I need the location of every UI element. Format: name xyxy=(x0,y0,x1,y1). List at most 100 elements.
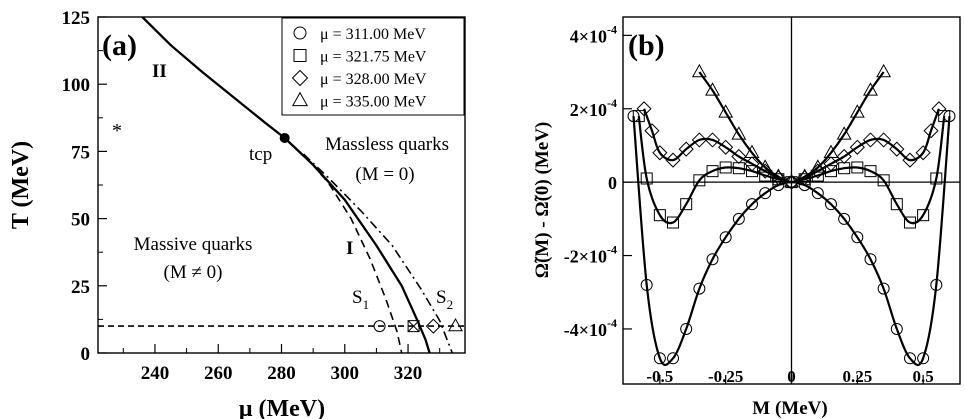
s2-label: S2 xyxy=(436,287,453,312)
data-marker-diamond xyxy=(644,123,660,139)
data-marker-circle xyxy=(693,282,706,295)
curve-ii xyxy=(141,17,286,139)
marker-triangle xyxy=(448,317,463,332)
data-marker-square xyxy=(890,198,903,211)
x-tick-label: -0.5 xyxy=(646,367,673,386)
data-marker-diamond xyxy=(744,156,760,172)
curve-s1 xyxy=(302,153,403,353)
data-marker-diamond xyxy=(797,170,813,186)
data-marker-square xyxy=(851,161,864,174)
data-marker-square xyxy=(811,169,824,182)
data-marker-circle xyxy=(640,278,653,291)
panel-b-x-axis-label: M (MeV) xyxy=(752,398,827,419)
y-tick-label: 0 xyxy=(608,173,617,193)
data-marker-triangle xyxy=(784,173,799,188)
data-marker-triangle xyxy=(731,126,747,140)
data-marker-triangle xyxy=(770,168,786,182)
marker-square xyxy=(407,320,420,333)
legend-circle-icon xyxy=(293,26,307,40)
curve-i xyxy=(283,137,431,353)
data-marker-diamond xyxy=(783,174,800,190)
data-marker-circle xyxy=(667,352,680,365)
data-marker-diamond xyxy=(665,152,681,168)
data-marker-circle xyxy=(851,231,864,244)
x-tick-label: 0 xyxy=(787,367,796,386)
y-tick-label: -2×10-4 xyxy=(564,243,617,267)
data-marker-square xyxy=(746,165,759,178)
omega-curve-triangle xyxy=(698,71,885,184)
branch-ii-label: II xyxy=(152,61,167,82)
legend-label: μ = 335.00 MeV xyxy=(320,94,427,111)
data-marker-diamond xyxy=(704,132,721,148)
x-tick-label: 240 xyxy=(141,363,170,384)
data-marker-circle xyxy=(719,231,732,244)
data-marker-triangle xyxy=(718,104,734,118)
panel-a-x-axis-label: μ (MeV) xyxy=(239,396,325,419)
y-tick-label: 4×10-4 xyxy=(570,22,617,46)
panel-b-zero-axes xyxy=(623,17,960,384)
y-tick-label: 25 xyxy=(71,277,90,298)
data-marker-circle xyxy=(680,322,693,335)
data-marker-diamond xyxy=(731,148,747,165)
data-marker-diamond xyxy=(823,156,839,172)
data-marker-square xyxy=(903,216,916,229)
data-marker-triangle xyxy=(836,126,852,140)
data-marker-circle xyxy=(746,198,759,211)
panel-b-markers xyxy=(627,63,956,365)
massless-phase-label: Massless quarks xyxy=(325,134,449,155)
legend-label: μ = 321.75 MeV xyxy=(320,49,427,66)
panel-a: 240 260 280 300 320 0 25 50 75 100 125 μ = 311.00 … xyxy=(8,8,466,419)
panel-b-tick-labels: -0.5 -0.25 0 0.25 0.5 -4×10-4 -2×10-4 0 2×10-4 4×… xyxy=(564,22,934,386)
panel-a-label: (a) xyxy=(102,29,137,62)
data-marker-circle xyxy=(890,322,903,335)
legend-triangle-icon xyxy=(291,91,309,107)
data-marker-diamond xyxy=(836,148,852,165)
data-marker-diamond xyxy=(691,132,707,148)
panel-b-label: (b) xyxy=(628,29,665,62)
data-marker-square xyxy=(640,172,653,185)
data-marker-triangle xyxy=(823,144,839,158)
data-marker-square xyxy=(917,209,930,222)
panel-a-tick-labels: 240 260 280 300 320 0 25 50 75 100 125 xyxy=(62,8,423,384)
data-marker-circle xyxy=(653,352,666,365)
data-marker-square xyxy=(759,169,772,182)
data-marker-triangle xyxy=(757,159,773,173)
massless-phase-condition: (M = 0) xyxy=(355,164,414,185)
data-marker-diamond xyxy=(718,139,734,155)
data-marker-diamond xyxy=(862,132,879,148)
data-marker-diamond xyxy=(931,101,947,117)
data-marker-diamond xyxy=(889,141,905,157)
legend-label: μ = 311.00 MeV xyxy=(320,26,426,43)
y-tick-label: 2×10-4 xyxy=(570,96,617,120)
data-marker-circle xyxy=(838,212,851,225)
data-marker-square xyxy=(877,174,890,187)
x-tick-label: 320 xyxy=(394,363,423,384)
data-marker-diamond xyxy=(652,145,668,161)
s1-label: S1 xyxy=(352,287,369,312)
data-marker-triangle xyxy=(744,144,760,158)
massive-phase-label: Massive quarks xyxy=(134,234,253,255)
panel-a-y-axis-label: T (MeV) xyxy=(8,141,34,229)
data-marker-triangle xyxy=(797,168,813,182)
data-marker-diamond xyxy=(678,141,694,157)
data-marker-circle xyxy=(706,253,719,266)
y-tick-label: 0 xyxy=(81,344,91,365)
data-marker-diamond xyxy=(849,139,865,155)
data-marker-circle xyxy=(811,187,824,200)
data-marker-square xyxy=(719,161,732,174)
massive-phase-condition: (M ≠ 0) xyxy=(164,262,223,283)
data-marker-circle xyxy=(903,352,916,365)
data-marker-diamond xyxy=(636,101,652,117)
x-tick-label: 260 xyxy=(204,363,233,384)
data-marker-square xyxy=(653,209,666,222)
data-marker-triangle xyxy=(810,159,826,173)
data-marker-triangle xyxy=(876,63,892,78)
marker-diamond xyxy=(425,318,441,334)
y-tick-label: 75 xyxy=(71,142,90,163)
data-marker-square xyxy=(693,174,706,187)
panel-a-ticks xyxy=(98,16,441,354)
x-tick-label: 280 xyxy=(267,363,296,384)
legend-square-icon xyxy=(293,49,307,62)
panel-a-points xyxy=(279,132,463,334)
